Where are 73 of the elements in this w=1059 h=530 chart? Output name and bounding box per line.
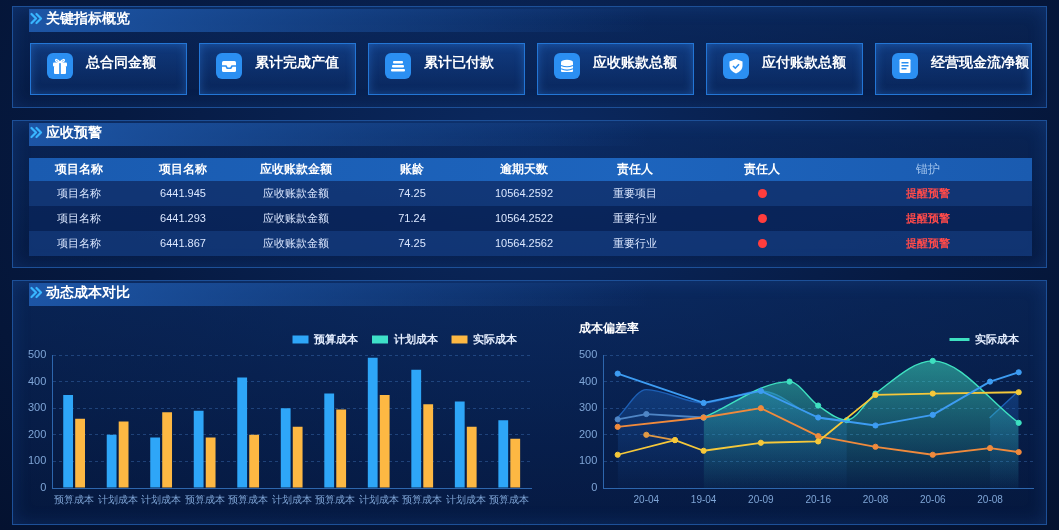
x-tick-label: 20-16	[805, 493, 832, 505]
text: 重要行业	[613, 212, 657, 224]
text: 累计完成产值	[255, 53, 339, 72]
x-tick-label: 20-04	[633, 493, 660, 505]
x-tick-label: 20-08	[862, 493, 889, 505]
x-tick-label: 预算成本	[315, 493, 356, 505]
y-tick-label: 300	[578, 401, 598, 414]
text: 10564.2592	[494, 187, 554, 199]
x-tick-label: 计划成本	[271, 493, 312, 505]
category-label: 责任人	[744, 161, 780, 178]
text: 应收预警	[46, 123, 102, 142]
category-label: 锚护	[916, 161, 940, 178]
text: 应收账款金额	[263, 187, 329, 199]
x-tick-label: 计划成本	[358, 493, 399, 505]
legend-label: 预算成本	[313, 332, 359, 345]
text: 10564.2522	[494, 212, 554, 224]
chart-title: 动态成本对比	[46, 283, 130, 302]
x-tick-label: 20-08	[977, 493, 1004, 505]
x-tick-label: 预算成本	[228, 493, 269, 505]
y-tick-label: 500	[27, 348, 47, 361]
y-tick-label: 0	[40, 481, 47, 494]
category-label: 应收账款金额	[260, 161, 332, 178]
legend-label: 实际成本	[473, 332, 518, 345]
text: 74.25	[398, 237, 426, 249]
text: 提醒预警	[906, 237, 950, 249]
y-tick-label: 400	[578, 374, 598, 387]
text: 累计已付款	[424, 53, 494, 72]
category-label: 项目名称	[159, 161, 207, 178]
y-tick-label: 0	[591, 481, 598, 494]
text: 重要项目	[613, 187, 657, 199]
x-tick-label: 19-04	[690, 493, 717, 505]
text: 提醒预警	[906, 187, 950, 199]
y-tick-label: 100	[578, 454, 598, 467]
text: 应收账款金额	[263, 212, 329, 224]
x-tick-label: 预算成本	[54, 493, 95, 505]
x-tick-label: 计划成本	[141, 493, 182, 505]
category-label: 项目名称	[55, 161, 103, 178]
y-tick-label: 500	[578, 348, 598, 361]
text: 6441.945	[160, 187, 206, 199]
legend-label: 实际成本	[975, 332, 1020, 345]
x-tick-label: 20-06	[919, 493, 946, 505]
text: 6441.293	[160, 212, 206, 224]
x-tick-label: 计划成本	[97, 493, 138, 505]
y-tick-label: 400	[27, 374, 47, 387]
x-tick-label: 20-09	[748, 493, 775, 505]
text: 重要行业	[613, 237, 657, 249]
text: 应付账款总额	[762, 53, 846, 72]
x-tick-label: 计划成本	[445, 493, 486, 505]
category-label: 责任人	[617, 161, 653, 178]
text: 提醒预警	[906, 212, 950, 224]
text: 应收账款金额	[263, 237, 329, 249]
text: 项目名称	[57, 237, 101, 249]
y-tick-label: 100	[27, 454, 47, 467]
text: 6441.867	[160, 237, 206, 249]
x-tick-label: 预算成本	[184, 493, 225, 505]
y-tick-label: 200	[27, 427, 47, 440]
text: 71.24	[398, 212, 426, 224]
text: 项目名称	[57, 212, 101, 224]
category-label: 账龄	[400, 161, 424, 178]
text: 10564.2562	[494, 237, 554, 249]
category-label: 逾期天数	[500, 161, 548, 178]
text: 应收账款总额	[593, 53, 677, 72]
text: 经营现金流净额	[931, 53, 1029, 72]
text: 关键指标概览	[46, 9, 130, 28]
y-tick-label: 200	[578, 427, 598, 440]
x-tick-label: 预算成本	[489, 493, 530, 505]
text: 总合同金额	[86, 53, 156, 72]
x-tick-label: 预算成本	[402, 493, 443, 505]
legend-label: 计划成本	[392, 332, 439, 345]
text: 74.25	[398, 187, 426, 199]
y-tick-label: 300	[27, 401, 47, 414]
text: 项目名称	[57, 187, 101, 199]
chart-title: 成本偏差率	[579, 320, 639, 336]
